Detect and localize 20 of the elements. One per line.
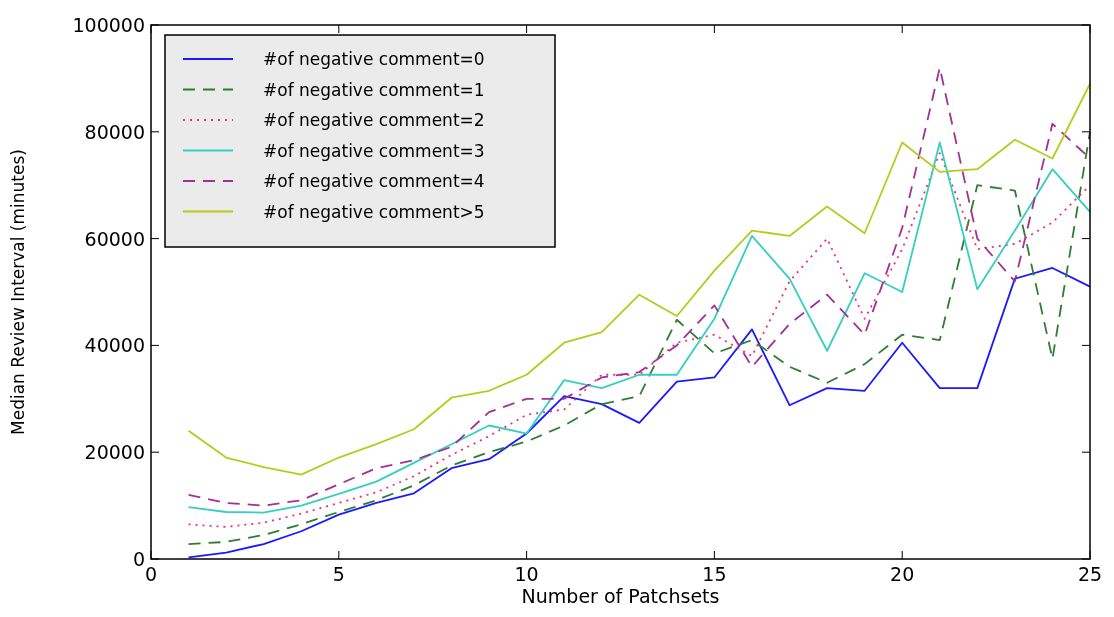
y-tick-label: 80000 bbox=[84, 120, 145, 143]
legend-label: #of negative comment=3 bbox=[263, 140, 485, 161]
legend-label: #of negative comment=4 bbox=[263, 171, 485, 191]
legend-label: #of negative comment=0 bbox=[263, 49, 485, 69]
legend-label: #of negative comment>5 bbox=[263, 201, 485, 222]
y-tick-label: 20000 bbox=[84, 441, 145, 464]
y-tick-label: 100000 bbox=[72, 14, 145, 36]
y-tick-label: 0 bbox=[132, 548, 145, 570]
y-tick-label: 60000 bbox=[84, 227, 145, 250]
x-axis-title: Number of Patchsets bbox=[521, 585, 720, 607]
line-series bbox=[187, 267, 1091, 559]
x-tick-label: 5 bbox=[332, 563, 345, 585]
legend-label: #of negative comment=1 bbox=[263, 79, 485, 100]
x-tick-label: 15 bbox=[702, 563, 727, 585]
x-tick-label: 20 bbox=[890, 563, 915, 585]
x-tick-label: 25 bbox=[1077, 563, 1103, 585]
y-axis-title: Median Review Interval (minutes) bbox=[8, 149, 28, 435]
x-tick-label: 10 bbox=[514, 563, 539, 585]
legend-label: #of negative comment=2 bbox=[263, 110, 485, 130]
y-tick-label: 40000 bbox=[84, 334, 145, 357]
